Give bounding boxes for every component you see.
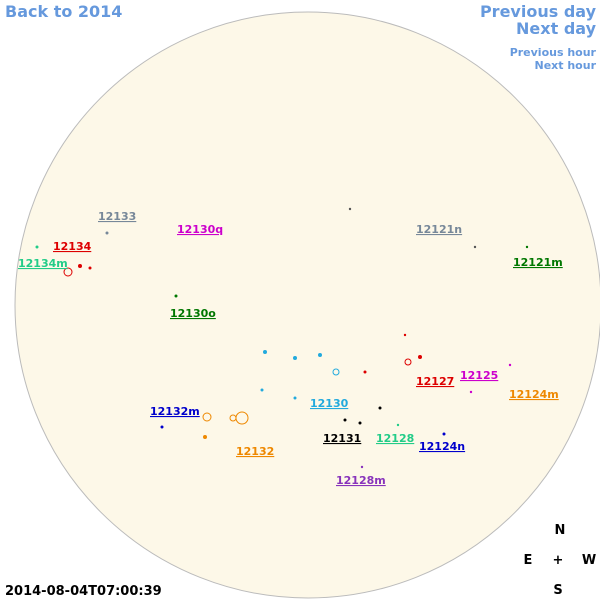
spot bbox=[203, 435, 207, 439]
region-label[interactable]: 12134 bbox=[53, 240, 92, 253]
spot bbox=[174, 294, 178, 298]
spot bbox=[63, 267, 73, 277]
spot bbox=[160, 425, 164, 429]
next-hour-link[interactable]: Next hour bbox=[535, 59, 597, 72]
back-link[interactable]: Back to 2014 bbox=[5, 2, 122, 21]
spot bbox=[358, 421, 362, 425]
spot bbox=[396, 423, 400, 427]
region-label[interactable]: 12128 bbox=[376, 432, 414, 445]
region-label[interactable]: 12130q bbox=[177, 223, 223, 236]
spot bbox=[78, 264, 82, 268]
spot bbox=[263, 350, 267, 354]
spot bbox=[418, 355, 422, 359]
prev-day-link[interactable]: Previous day bbox=[480, 2, 597, 21]
region-label[interactable]: 12133 bbox=[98, 210, 136, 223]
spot bbox=[332, 368, 340, 376]
spot bbox=[293, 356, 297, 360]
spot bbox=[293, 396, 297, 400]
compass-west: W bbox=[582, 553, 596, 568]
region-label[interactable]: 12124n bbox=[419, 440, 465, 453]
region-label[interactable]: 12125 bbox=[460, 369, 498, 382]
region-label[interactable]: 12121m bbox=[513, 256, 563, 269]
spot bbox=[404, 358, 412, 366]
spot bbox=[525, 245, 529, 249]
spot bbox=[105, 231, 109, 235]
region-label[interactable]: 12130o bbox=[170, 307, 216, 320]
spot bbox=[35, 245, 39, 249]
spot bbox=[318, 353, 322, 357]
spot bbox=[229, 414, 237, 422]
region-label[interactable]: 12128m bbox=[336, 474, 386, 487]
spot bbox=[508, 363, 512, 367]
spot bbox=[403, 333, 407, 337]
spot bbox=[260, 388, 264, 392]
spot bbox=[469, 390, 473, 394]
compass-south: S bbox=[553, 583, 562, 598]
region-label[interactable]: 12132 bbox=[236, 445, 274, 458]
spot bbox=[473, 245, 477, 249]
region-label[interactable]: 12121n bbox=[416, 223, 462, 236]
region-label[interactable]: 12127 bbox=[416, 375, 454, 388]
next-day-link[interactable]: Next day bbox=[516, 19, 597, 38]
spot bbox=[343, 418, 347, 422]
region-label[interactable]: 12134m bbox=[18, 257, 68, 270]
timestamp: 2014-08-04T07:00:39 bbox=[5, 584, 162, 599]
region-label[interactable]: 12132m bbox=[150, 405, 200, 418]
compass-north: N bbox=[555, 523, 566, 538]
solar-disk bbox=[14, 11, 600, 599]
spot bbox=[442, 432, 446, 436]
spot bbox=[88, 266, 92, 270]
compass-center: + bbox=[553, 553, 564, 568]
spot bbox=[202, 412, 212, 422]
spot bbox=[378, 406, 382, 410]
prev-hour-link[interactable]: Previous hour bbox=[510, 46, 597, 59]
sunspots bbox=[35, 207, 529, 469]
spot bbox=[363, 370, 367, 374]
region-label[interactable]: 12124m bbox=[509, 388, 559, 401]
compass-east: E bbox=[524, 553, 533, 568]
region-label[interactable]: 12130 bbox=[310, 397, 349, 410]
spot bbox=[360, 465, 364, 469]
spot bbox=[348, 207, 352, 211]
region-label[interactable]: 12131 bbox=[323, 432, 361, 445]
